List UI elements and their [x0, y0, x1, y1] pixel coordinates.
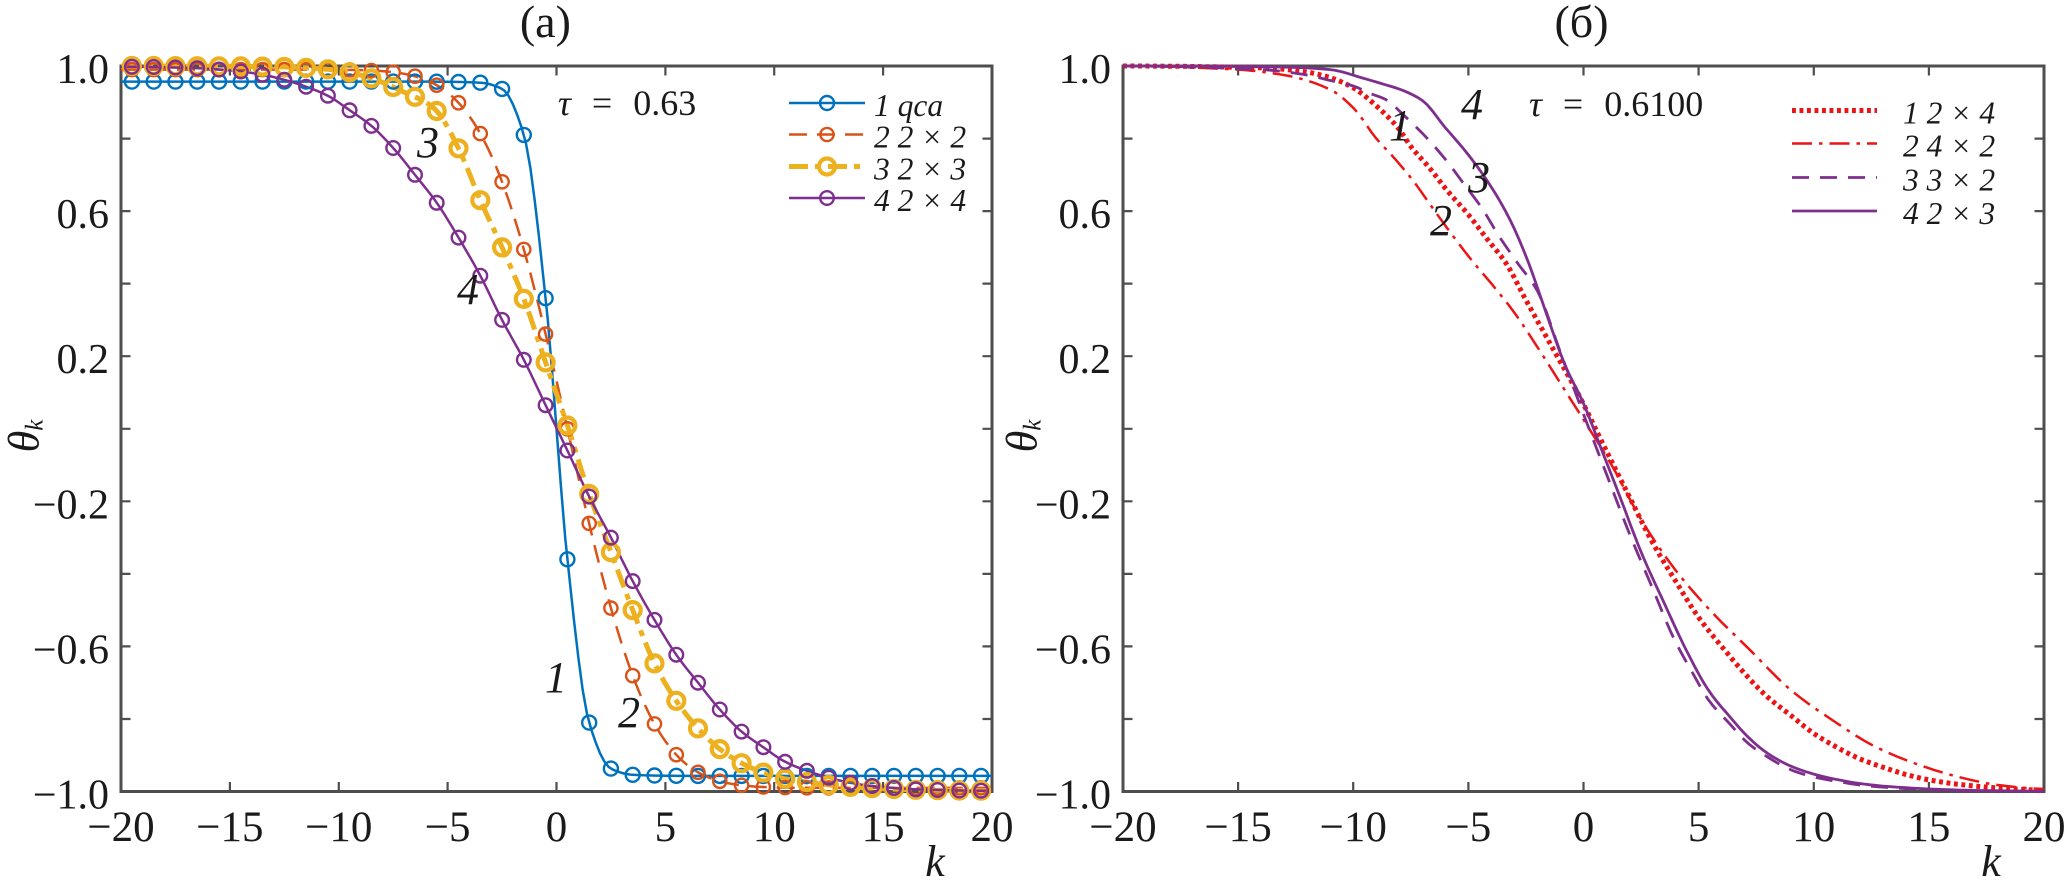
svg-text:−0.6: −0.6: [1035, 627, 1111, 673]
svg-text:4 2 × 4: 4 2 × 4: [874, 183, 966, 218]
svg-text:1.0: 1.0: [1059, 47, 1112, 93]
svg-text:1: 1: [1389, 101, 1411, 150]
svg-text:2 4 × 2: 2 4 × 2: [1903, 129, 1995, 164]
svg-text:τ = 0.6100: τ = 0.6100: [1529, 84, 1703, 124]
svg-text:(а): (а): [520, 0, 571, 47]
svg-text:4: 4: [1461, 80, 1483, 129]
svg-text:2: 2: [1430, 196, 1452, 245]
svg-text:3 2 × 3: 3 2 × 3: [873, 152, 966, 187]
svg-text:10: 10: [1792, 804, 1835, 851]
svg-text:5: 5: [655, 804, 677, 851]
svg-text:3 3 × 2: 3 3 × 2: [1902, 163, 1995, 198]
svg-text:−5: −5: [1445, 804, 1491, 851]
svg-text:4: 4: [457, 265, 479, 314]
svg-text:0.2: 0.2: [57, 337, 110, 383]
svg-text:−15: −15: [196, 804, 263, 851]
svg-text:10: 10: [753, 804, 796, 851]
svg-text:−20: −20: [1089, 804, 1156, 851]
svg-text:20: 20: [2023, 804, 2066, 851]
svg-text:−1.0: −1.0: [33, 773, 109, 819]
svg-text:0.2: 0.2: [1059, 337, 1112, 383]
svg-text:0.6: 0.6: [57, 192, 110, 238]
svg-text:5: 5: [1688, 804, 1710, 851]
svg-text:τ = 0.63: τ = 0.63: [558, 83, 696, 123]
svg-text:−0.2: −0.2: [33, 482, 109, 528]
svg-text:−15: −15: [1204, 804, 1271, 851]
svg-text:−0.6: −0.6: [33, 627, 109, 673]
svg-text:20: 20: [971, 804, 1014, 851]
svg-text:1 qca: 1 qca: [874, 88, 943, 123]
svg-text:2: 2: [618, 688, 640, 737]
svg-text:3: 3: [1467, 153, 1490, 202]
svg-text:−10: −10: [1320, 804, 1387, 851]
svg-text:k: k: [925, 837, 946, 886]
svg-text:(б): (б): [1554, 0, 1608, 47]
svg-text:0: 0: [1573, 804, 1595, 851]
svg-text:4 2 × 3: 4 2 × 3: [1903, 196, 1995, 231]
svg-text:1 2 × 4: 1 2 × 4: [1903, 96, 1995, 131]
svg-text:1.0: 1.0: [57, 47, 110, 93]
svg-text:15: 15: [1907, 804, 1950, 851]
svg-text:−20: −20: [87, 804, 154, 851]
svg-text:k: k: [1981, 837, 2002, 886]
svg-text:−1.0: −1.0: [1035, 773, 1111, 819]
svg-text:0: 0: [546, 804, 568, 851]
svg-text:−10: −10: [305, 804, 372, 851]
svg-text:−0.2: −0.2: [1035, 482, 1111, 528]
svg-text:−5: −5: [425, 804, 471, 851]
svg-text:0.6: 0.6: [1059, 192, 1112, 238]
svg-text:2 2 × 2: 2 2 × 2: [874, 120, 966, 155]
svg-text:15: 15: [862, 804, 905, 851]
svg-text:1: 1: [545, 653, 567, 702]
svg-text:3: 3: [416, 118, 439, 167]
